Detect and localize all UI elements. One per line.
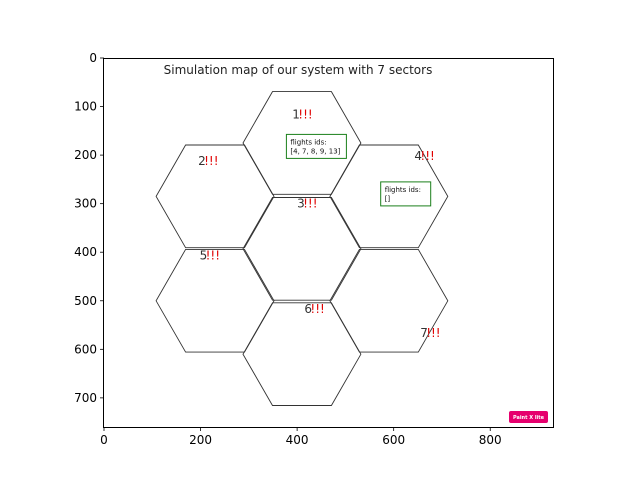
paint-badge-background [509,411,548,423]
x-tick-label: 800 [479,433,502,447]
y-tick-label: 600 [74,342,97,356]
paint-badge-label: Paint X lite [513,415,545,421]
flight-box-ids: [] [385,195,391,203]
sector-hexagon-3 [242,197,362,301]
flight-box-2 [380,181,432,207]
y-tick-label: 500 [74,294,97,308]
x-tick-label: 200 [189,433,212,447]
sector-label-7: 7 [420,326,428,340]
y-axis: 0 100 200 300 400 500 600 700 [74,51,104,405]
x-tick-label: 0 [100,433,108,447]
flight-box-heading: flights ids: [290,138,326,146]
paint-badge: Paint X lite [509,411,548,423]
sector-label-3: 3 [297,197,305,211]
plot-area: 1!!!2!!!3!!!4!!!5!!!6!!!7!!!flights ids:… [155,91,449,406]
sector-alert-7: !!! [426,326,440,340]
y-tick-label: 0 [89,51,97,65]
sector-alert-4: !!! [420,149,434,163]
sector-label-1: 1 [292,108,300,122]
flight-box-heading: flights ids: [385,186,421,194]
plot-frame [103,58,554,428]
x-tick-label: 400 [286,433,309,447]
sector-hexagon-2 [155,144,275,249]
x-tick-label: 600 [382,433,405,447]
y-tick-label: 100 [74,100,97,114]
sector-alert-2: !!! [204,154,218,168]
flight-box-ids: [4, 7, 8, 9, 13] [290,147,340,155]
y-tick-label: 400 [74,245,97,259]
y-tick-label: 200 [74,148,97,162]
y-tick-label: 300 [74,197,97,211]
sector-hexagon-7 [329,248,449,353]
sector-label-5: 5 [200,249,208,263]
sector-label-6: 6 [304,302,312,316]
sector-alert-3: !!! [303,197,317,211]
y-tick-label: 700 [74,391,97,405]
sector-alert-1: !!! [298,108,312,122]
sector-hexagon-4 [329,144,449,249]
sector-label-2: 2 [198,154,206,168]
flight-box-1 [285,133,347,159]
sector-alert-5: !!! [206,249,220,263]
map-title: Simulation map of our system with 7 sect… [164,63,433,77]
sector-label-4: 4 [414,149,422,163]
sector-alert-6: !!! [310,302,324,316]
x-axis: 0 200 400 600 800 [100,427,502,447]
